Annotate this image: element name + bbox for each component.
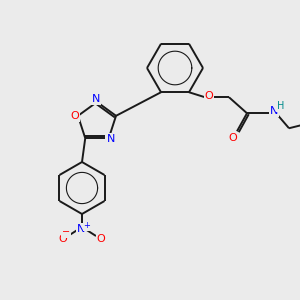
Text: N: N (92, 94, 100, 104)
Text: N: N (270, 106, 278, 116)
Text: H: H (277, 101, 285, 111)
Text: O: O (229, 133, 237, 143)
Text: N: N (77, 224, 85, 234)
Text: −: − (62, 227, 70, 237)
Text: O: O (70, 111, 80, 121)
Text: N: N (106, 134, 115, 144)
Text: O: O (97, 234, 105, 244)
Text: +: + (84, 221, 90, 230)
Text: O: O (205, 91, 213, 101)
Text: O: O (58, 234, 68, 244)
